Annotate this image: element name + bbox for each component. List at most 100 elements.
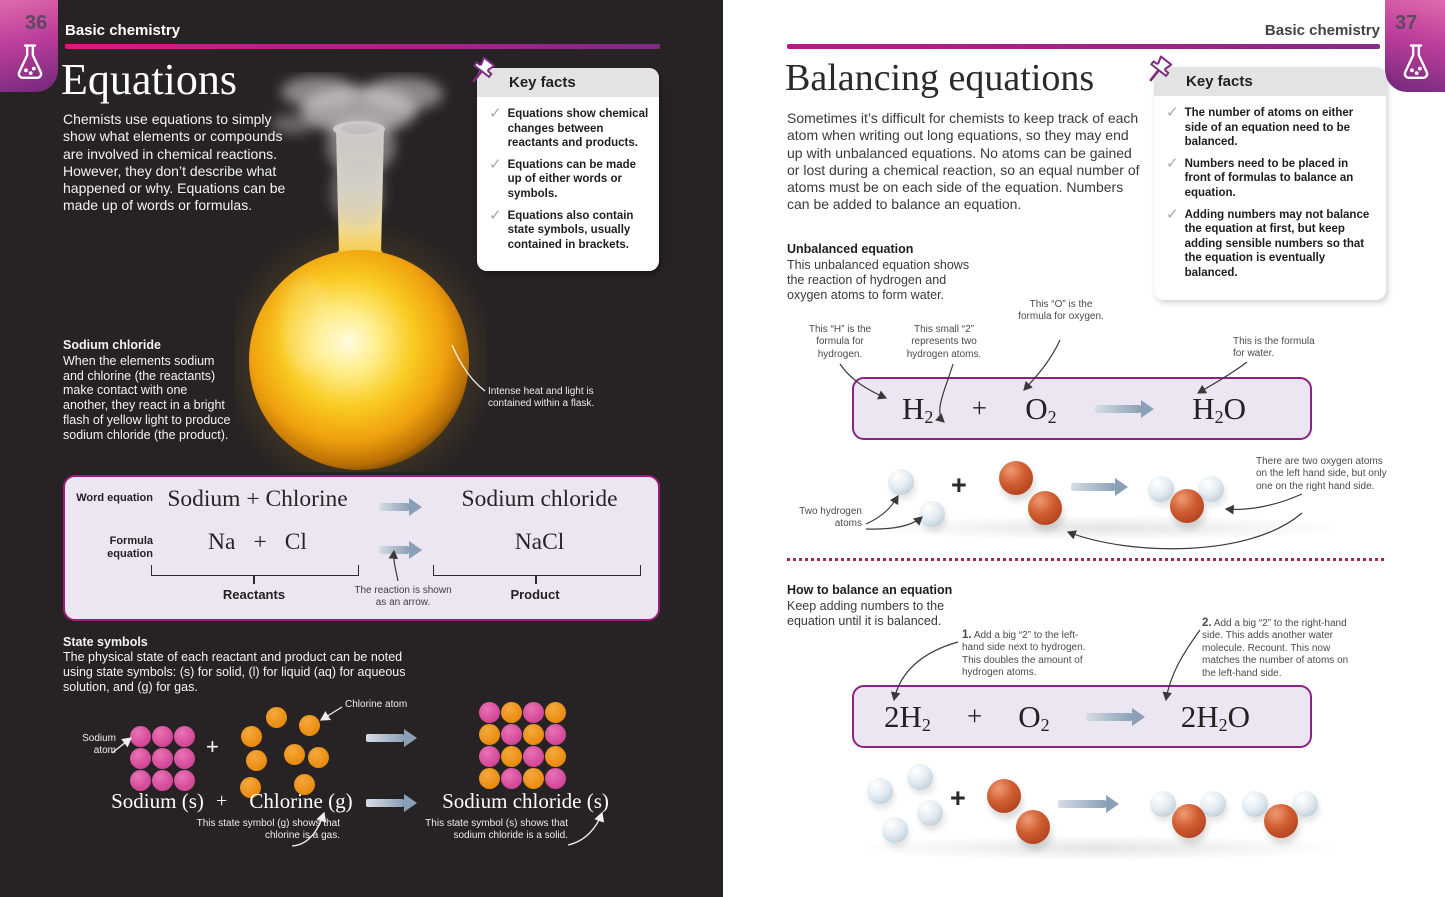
right-page-tab: 37 xyxy=(1385,0,1445,92)
word-lhs: Sodium + Chlorine xyxy=(167,486,348,512)
two-hydrogen-label: Two hydrogen atoms xyxy=(799,506,862,530)
hydrogen-atom xyxy=(867,778,893,804)
keyfact-item: ✓ Adding numbers may not balance the equ… xyxy=(1164,205,1376,281)
formula-na: Na xyxy=(208,529,236,555)
left-header-rule xyxy=(65,44,660,49)
left-page-title: Equations xyxy=(61,55,237,104)
chlorine-atom-label: Chlorine atom xyxy=(345,699,408,710)
product-state-label: Sodium chloride (s) xyxy=(442,789,609,813)
sodium-chloride-block: Sodium chloride When the elements sodium… xyxy=(63,338,235,442)
word-equation-label: Word equation xyxy=(76,492,153,504)
dotted-divider xyxy=(787,558,1384,561)
plus-sign: + xyxy=(971,393,987,423)
keyfact-text: Adding numbers may not balance the equat… xyxy=(1184,208,1370,279)
keyfact-item: ✓ The number of atoms on either side of … xyxy=(1164,104,1376,150)
eq1-h2: H2 xyxy=(902,390,934,427)
plus-sign: + xyxy=(253,529,267,555)
left-intro: Chemists use equations to simply show wh… xyxy=(63,111,286,214)
pin-icon xyxy=(472,56,496,83)
state-symbols-block: State symbols The physical state of each… xyxy=(63,635,411,694)
reaction-arrow xyxy=(366,729,417,747)
water-molecule xyxy=(1148,470,1228,528)
reactants-bracket xyxy=(151,565,359,576)
eq1-h2o: H2O xyxy=(1192,390,1246,427)
keyfact-text: Numbers need to be placed in front of fo… xyxy=(1184,157,1354,199)
step-1-number: 1. xyxy=(962,629,972,641)
check-icon: ✓ xyxy=(489,206,502,224)
product-bracket xyxy=(433,565,641,576)
check-icon: ✓ xyxy=(1166,154,1179,172)
molecule-shadow xyxy=(850,835,1350,861)
step-1-note: 1. Add a big “2” to the left-hand side n… xyxy=(962,629,1086,679)
left-keyfacts-box: Key facts ✓ Equations show chemical chan… xyxy=(472,56,659,272)
oxygen-atom xyxy=(1016,810,1050,844)
keyfact-item: ✓ Equations also contain state symbols, … xyxy=(487,206,649,253)
note-water: This is the formula for water. xyxy=(1233,336,1315,360)
word-rhs: Sodium chloride xyxy=(461,486,618,512)
plus-sign: + xyxy=(951,470,967,500)
unbalanced-equation-box: H2 + O2 H2O xyxy=(852,377,1312,440)
reactants-label: Reactants xyxy=(222,587,286,602)
check-icon: ✓ xyxy=(1166,104,1179,121)
plus-sign: + xyxy=(966,701,983,731)
right-header-rule xyxy=(787,44,1380,49)
keyfact-item: ✓ Equations show chemical changes betwee… xyxy=(487,106,649,151)
reaction-arrow xyxy=(379,541,422,559)
right-intro: Sometimes it’s difficult for chemists to… xyxy=(787,110,1140,213)
left-page-number: 36 xyxy=(25,12,48,34)
hydrogen-atom xyxy=(1148,476,1174,502)
reaction-arrow xyxy=(366,794,417,812)
eq2-o2: O2 xyxy=(1018,698,1050,735)
water-molecule xyxy=(1150,785,1230,843)
eq2-2h2o: 2H2O xyxy=(1180,698,1250,735)
howto-body: Keep adding numbers to the equation unti… xyxy=(787,599,945,628)
page-gutter xyxy=(723,0,737,897)
unbalanced-body: This unbalanced equation shows the react… xyxy=(787,258,970,302)
keyfact-item: ✓ Equations can be made up of either wor… xyxy=(487,157,649,202)
note-h: This “H” is the formula for hydrogen. xyxy=(808,324,872,360)
word-equation-box: Word equation Sodium + Chlorine Sodium c… xyxy=(63,475,660,621)
reaction-arrow xyxy=(379,498,422,516)
formula-lhs: Na + Cl xyxy=(155,529,360,556)
flask-caption: Intense heat and light is contained with… xyxy=(488,386,595,410)
right-page-number: 37 xyxy=(1395,12,1418,34)
oxygen-atom xyxy=(1028,491,1062,525)
hydrogen-atom xyxy=(1150,791,1176,817)
oxygen-count-note: There are two oxygen atoms on the left h… xyxy=(1256,456,1387,492)
note-small-2: This small “2” represents two hydrogen a… xyxy=(906,324,982,360)
note-o: This “O” is the formula for oxygen. xyxy=(1018,299,1104,323)
reaction-arrow xyxy=(1058,795,1119,813)
right-section-heading: Basic chemistry xyxy=(1264,22,1380,39)
sodium-chloride-body: When the elements sodium and chlorine (t… xyxy=(63,354,231,442)
plus-sign: + xyxy=(950,783,966,813)
reaction-arrow xyxy=(1071,478,1128,496)
sodium-state-label: Sodium (s) xyxy=(111,789,204,813)
balanced-equation-box: 2H2 + O2 2H2O xyxy=(852,685,1312,748)
keyfact-text: The number of atoms on either side of an… xyxy=(1184,107,1354,149)
howto-heading: How to balance an equation xyxy=(787,583,953,597)
arrow-note: The reaction is shown as an arrow. xyxy=(354,585,452,609)
right-page-title: Balancing equations xyxy=(785,57,1095,99)
eq1-o2: O2 xyxy=(1025,390,1057,427)
left-page-tab: 36 xyxy=(0,0,58,92)
oxygen-atom xyxy=(987,779,1021,813)
left-section-heading: Basic chemistry xyxy=(65,22,181,39)
state-symbols-body: The physical state of each reactant and … xyxy=(63,650,406,694)
reactants-bracket-tick xyxy=(253,575,255,584)
unbalanced-heading: Unbalanced equation xyxy=(787,242,914,256)
oxygen-atom xyxy=(1170,489,1204,523)
sodium-atom-label: Sodium atom xyxy=(82,733,116,757)
keyfact-text: Equations can be made up of either words… xyxy=(507,158,637,200)
check-icon: ✓ xyxy=(1166,205,1179,223)
keyfact-text: Equations show chemical changes between … xyxy=(507,108,649,150)
step-2-number: 2. xyxy=(1202,617,1212,629)
hydrogen-atom xyxy=(1242,791,1268,817)
reaction-arrow xyxy=(1094,399,1154,418)
keyfact-text: Equations also contain state symbols, us… xyxy=(507,209,634,251)
hydrogen-atom xyxy=(888,469,914,495)
sodium-chloride-grid xyxy=(479,702,566,789)
solid-symbol-note: This state symbol (s) shows that sodium … xyxy=(425,818,568,842)
oxygen-atom xyxy=(999,461,1033,495)
hydrogen-atom xyxy=(907,764,933,790)
